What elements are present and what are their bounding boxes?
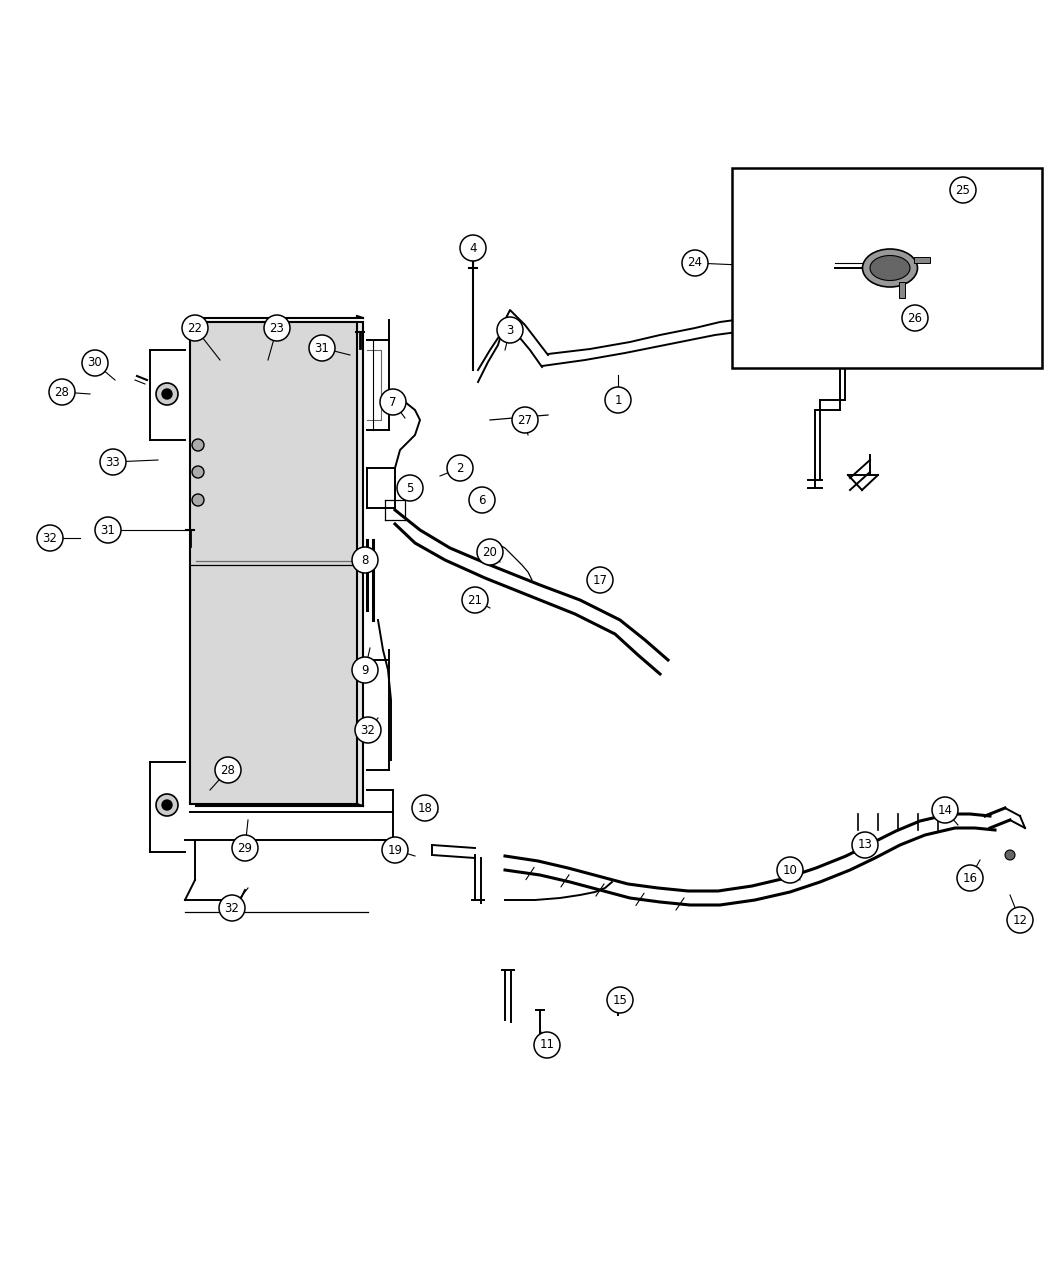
Text: 2: 2 [457,462,464,474]
Circle shape [682,250,708,275]
Circle shape [477,539,503,565]
Circle shape [932,797,958,822]
Circle shape [49,379,75,405]
Circle shape [469,487,495,513]
Circle shape [352,657,378,683]
Circle shape [162,389,172,399]
Text: 23: 23 [270,321,285,334]
Text: 15: 15 [612,993,628,1006]
Text: 14: 14 [938,803,952,816]
Circle shape [182,315,208,340]
Text: 32: 32 [225,901,239,914]
Text: 7: 7 [390,395,397,408]
Text: 25: 25 [956,184,970,196]
Circle shape [162,799,172,810]
Circle shape [37,525,63,551]
Text: 18: 18 [418,802,433,815]
Bar [914,258,930,263]
Text: 4: 4 [469,241,477,255]
Circle shape [192,439,204,451]
Circle shape [397,476,423,501]
Circle shape [355,717,381,743]
Circle shape [192,465,204,478]
Text: 10: 10 [782,863,797,876]
Text: 3: 3 [506,324,513,337]
Circle shape [607,987,633,1014]
Circle shape [902,305,928,332]
Bar [190,323,357,805]
Text: 17: 17 [592,574,608,586]
Ellipse shape [870,255,910,280]
Text: 8: 8 [361,553,369,566]
Text: 22: 22 [188,321,203,334]
Text: 6: 6 [478,493,486,506]
Circle shape [382,836,408,863]
Circle shape [1005,850,1015,861]
Circle shape [587,567,613,593]
Circle shape [447,455,473,481]
Text: 26: 26 [907,311,923,325]
Text: 19: 19 [387,844,402,857]
Text: 20: 20 [483,546,498,558]
Text: 32: 32 [360,723,376,737]
Circle shape [100,449,126,476]
Ellipse shape [862,249,918,287]
Text: 24: 24 [688,256,702,269]
Circle shape [497,317,523,343]
Circle shape [219,895,245,921]
Text: 21: 21 [467,593,483,607]
Text: 1: 1 [614,394,622,407]
Text: 32: 32 [43,532,58,544]
Text: 31: 31 [101,524,116,537]
Bar [899,282,905,298]
Circle shape [957,864,983,891]
Text: 30: 30 [87,357,103,370]
Text: 28: 28 [55,385,69,399]
Circle shape [605,388,631,413]
Circle shape [460,235,486,261]
Circle shape [156,794,178,816]
Text: 33: 33 [106,455,121,468]
Text: 29: 29 [237,842,252,854]
Circle shape [352,547,378,572]
Circle shape [264,315,290,340]
Text: 11: 11 [540,1039,554,1052]
Text: 13: 13 [858,839,873,852]
Circle shape [82,351,108,376]
Circle shape [1007,907,1033,933]
Circle shape [215,757,242,783]
Circle shape [192,493,204,506]
Circle shape [950,177,976,203]
Bar [732,168,1042,368]
Text: 28: 28 [220,764,235,776]
Circle shape [534,1031,560,1058]
Circle shape [309,335,335,361]
Circle shape [232,835,258,861]
Text: 27: 27 [518,413,532,427]
Circle shape [156,382,178,405]
Text: 5: 5 [406,482,414,495]
Circle shape [512,407,538,434]
Circle shape [852,833,878,858]
Text: 12: 12 [1012,913,1028,927]
Circle shape [380,389,406,414]
Bar [196,323,363,806]
Circle shape [777,857,803,884]
Circle shape [94,516,121,543]
Text: 31: 31 [315,342,330,354]
Circle shape [462,586,488,613]
Text: 16: 16 [963,872,978,885]
Text: 9: 9 [361,663,369,677]
Circle shape [412,796,438,821]
